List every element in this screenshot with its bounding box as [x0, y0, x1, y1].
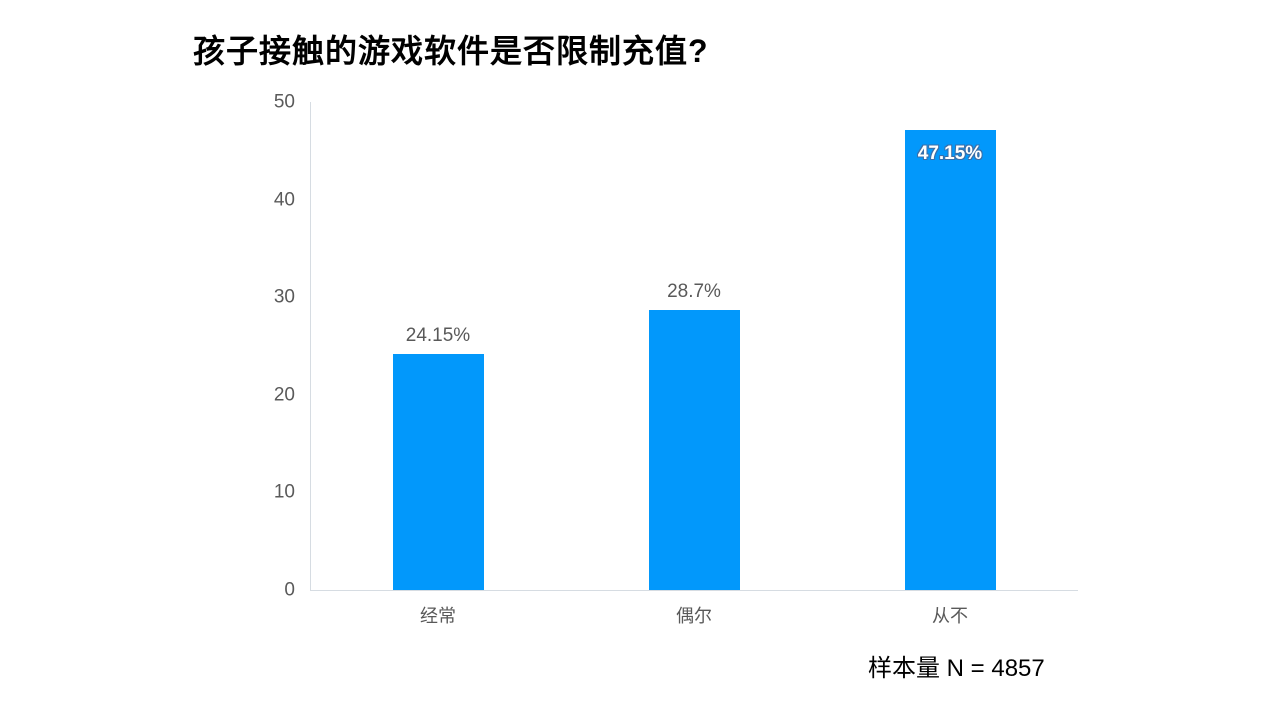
y-axis-tick-label: 10 — [273, 481, 295, 503]
x-axis-category-label: 从不 — [932, 606, 968, 626]
y-axis-tick-label: 20 — [273, 384, 295, 406]
y-axis-tick-label: 30 — [273, 286, 295, 308]
data-label-从不: 47.15% — [917, 142, 983, 164]
plot-area: 0 10 20 30 40 50 24.15% 经常 28.7% 偶尔 47.15% 从不 — [274, 93, 1078, 626]
x-axis-category-label: 偶尔 — [676, 606, 712, 626]
y-axis-tick-label: 50 — [273, 91, 295, 113]
chart-title: 孩子接触的游戏软件是否限制充值? — [193, 33, 709, 69]
y-axis-tick-label: 40 — [273, 189, 295, 211]
sample-size-note: 样本量 N = 4857 — [868, 655, 1045, 682]
x-axis-line — [310, 590, 1078, 591]
bar-从不 — [904, 129, 996, 590]
data-label-偶尔: 28.7% — [667, 280, 721, 302]
bar-经常 — [392, 354, 484, 590]
data-label-经常: 24.15% — [405, 325, 471, 347]
y-axis-line — [310, 102, 311, 590]
bar-偶尔 — [648, 309, 740, 590]
y-axis-tick-label: 0 — [284, 579, 295, 601]
x-axis-category-label: 经常 — [420, 606, 456, 626]
